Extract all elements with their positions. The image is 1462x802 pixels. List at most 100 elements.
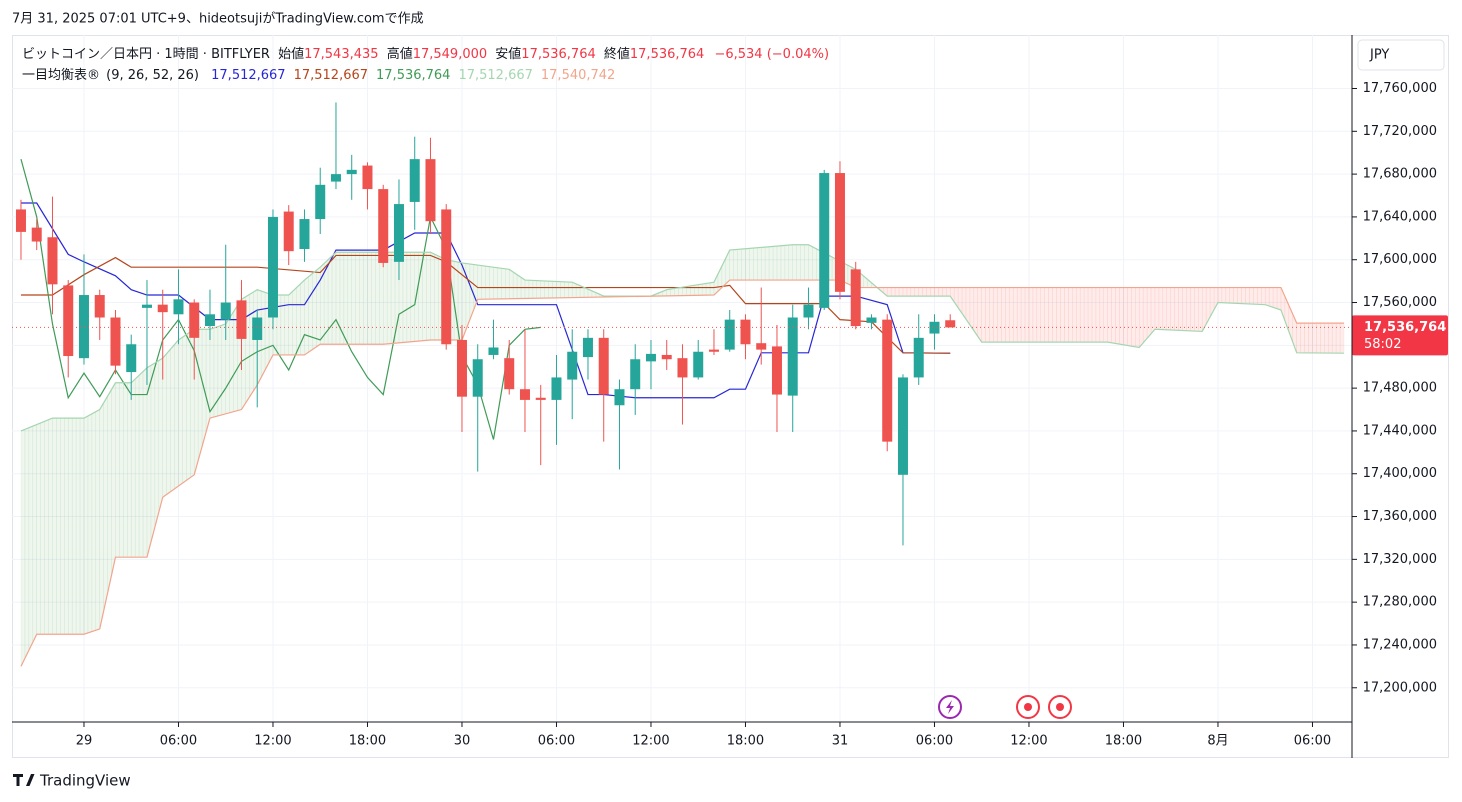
kumo-slice bbox=[284, 294, 289, 356]
kumo-slice bbox=[87, 413, 93, 634]
kumo-slice bbox=[946, 287, 951, 297]
candle-body bbox=[866, 317, 877, 323]
kumo-slice bbox=[402, 251, 408, 343]
kumo-slice bbox=[304, 276, 309, 356]
kumo-slice bbox=[123, 382, 128, 558]
kumo-slice bbox=[886, 287, 892, 297]
kumo-slice bbox=[127, 382, 132, 558]
kumo-slice bbox=[406, 251, 412, 343]
kumo-slice bbox=[56, 417, 61, 635]
kumo-slice bbox=[351, 251, 356, 345]
indicator-value: 17,512,667 bbox=[458, 68, 532, 83]
kumo-slice bbox=[71, 417, 77, 635]
candle-body bbox=[929, 321, 940, 334]
kumo-slice bbox=[560, 281, 565, 299]
kumo-slice bbox=[532, 280, 538, 299]
candle-body bbox=[378, 189, 389, 263]
kumo-slice bbox=[1237, 287, 1242, 304]
candle-body bbox=[787, 317, 798, 396]
ohlc-value: 17,536,764 bbox=[521, 47, 595, 62]
ohlc-label: 始値 bbox=[278, 46, 304, 62]
kumo-slice bbox=[894, 287, 900, 297]
candle-body bbox=[708, 349, 719, 352]
kumo-slice bbox=[1052, 287, 1057, 343]
kumo-slice bbox=[753, 247, 758, 281]
candle-body bbox=[913, 337, 924, 378]
kumo-slice bbox=[107, 388, 112, 594]
kumo-slice bbox=[280, 294, 286, 356]
kumo-slice bbox=[111, 381, 116, 576]
kumo-slice bbox=[225, 316, 230, 415]
kumo-slice bbox=[154, 360, 160, 528]
kumo-slice bbox=[1016, 287, 1022, 343]
kumo-slice bbox=[1194, 287, 1199, 332]
kumo-slice bbox=[922, 287, 927, 297]
kumo-slice bbox=[1119, 287, 1124, 346]
kumo-slice bbox=[485, 265, 490, 300]
kumo-slice bbox=[331, 251, 337, 345]
ohlc-label: 終値 bbox=[604, 46, 630, 62]
kumo-slice bbox=[1229, 287, 1234, 304]
ohlc-label: 安値 bbox=[495, 46, 521, 62]
candle-body bbox=[63, 285, 74, 357]
kumo-slice bbox=[1178, 287, 1183, 331]
candle-body bbox=[425, 159, 436, 222]
kumo-slice bbox=[182, 334, 187, 484]
kumo-slice bbox=[1146, 287, 1152, 340]
kumo-slice bbox=[757, 247, 762, 281]
x-tick-label: 30 bbox=[454, 734, 471, 749]
kumo-slice bbox=[564, 281, 569, 298]
kumo-slice bbox=[347, 251, 352, 345]
kumo-slice bbox=[910, 287, 916, 297]
y-tick-label: 17,240,000 bbox=[1363, 637, 1437, 652]
candle-body bbox=[78, 295, 89, 359]
kumo-slice bbox=[808, 244, 813, 281]
x-tick-label: 12:00 bbox=[632, 734, 669, 749]
kumo-slice bbox=[205, 329, 211, 433]
candle-body bbox=[330, 174, 341, 182]
y-tick-label: 17,200,000 bbox=[1363, 680, 1437, 695]
kumo-slice bbox=[1221, 287, 1227, 304]
currency-button[interactable] bbox=[1357, 39, 1445, 71]
kumo-slice bbox=[1123, 287, 1128, 346]
chart: 17,200,000 17,240,000 17,280,000 17,320,000… bbox=[12, 35, 1448, 749]
kumo-slice bbox=[335, 251, 341, 345]
kumo-slice bbox=[83, 415, 89, 635]
kumo-slice bbox=[528, 279, 534, 299]
kumo-slice bbox=[91, 411, 97, 632]
kumo-slice bbox=[166, 348, 171, 495]
kumo-slice bbox=[1012, 287, 1018, 343]
y-tick-label: 17,360,000 bbox=[1363, 509, 1437, 524]
symbol: ビットコイン／日本円 · 1時間 · BITFLYER bbox=[22, 47, 270, 62]
kumo-slice bbox=[1233, 287, 1238, 304]
indicator-value: 17,540,742 bbox=[541, 68, 615, 83]
kumo-slice bbox=[776, 245, 782, 281]
kumo-slice bbox=[343, 251, 349, 345]
kumo-slice bbox=[1312, 322, 1317, 354]
kumo-slice bbox=[1245, 287, 1250, 305]
event-dot bbox=[1056, 703, 1064, 711]
x-tick-label: 06:00 bbox=[538, 734, 575, 749]
kumo-slice bbox=[898, 287, 904, 297]
kumo-slice bbox=[516, 274, 522, 299]
kumo-slice bbox=[1257, 287, 1262, 305]
kumo-slice bbox=[40, 420, 45, 635]
kumo-slice bbox=[544, 280, 549, 299]
kumo-slice bbox=[1170, 287, 1175, 331]
candle-body bbox=[740, 319, 751, 345]
kumo-slice bbox=[796, 244, 801, 281]
kumo-slice bbox=[741, 248, 746, 281]
kumo-slice bbox=[977, 287, 982, 343]
y-tick-label: 17,600,000 bbox=[1363, 252, 1437, 267]
kumo-slice bbox=[1182, 287, 1187, 331]
kumo-slice bbox=[497, 267, 502, 300]
candle-body bbox=[252, 317, 263, 340]
kumo-slice bbox=[48, 417, 53, 635]
kumo-slice bbox=[1044, 287, 1049, 343]
kumo-slice bbox=[138, 370, 144, 558]
kumo-slice bbox=[1099, 287, 1105, 343]
kumo-slice bbox=[690, 285, 695, 296]
kumo-slice bbox=[1217, 287, 1223, 303]
kumo-slice bbox=[1079, 287, 1085, 343]
kumo-slice bbox=[190, 328, 195, 479]
